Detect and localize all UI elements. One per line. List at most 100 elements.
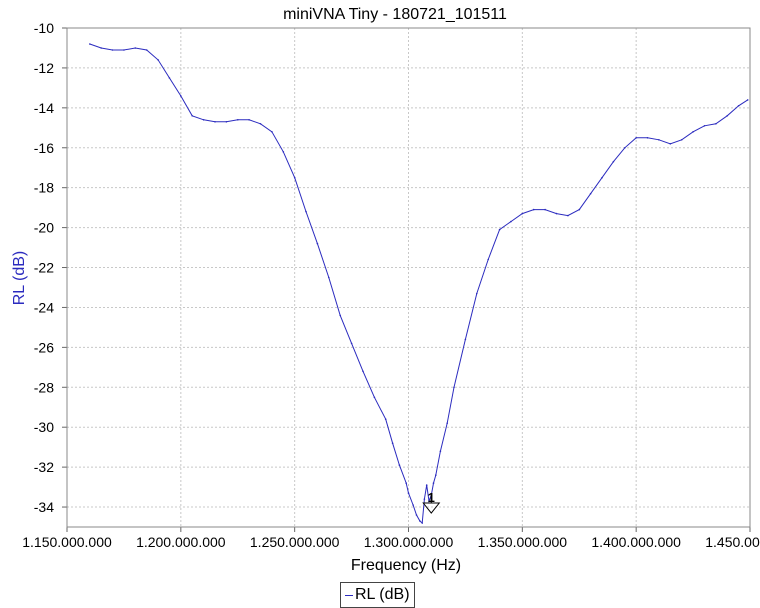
data-point [293, 176, 296, 179]
data-point [157, 59, 159, 61]
legend-swatch [345, 594, 353, 596]
data-point [391, 442, 394, 445]
data-point [423, 498, 426, 500]
data-point [421, 522, 424, 524]
y-tick-label: -18 [34, 180, 54, 196]
data-point [544, 208, 546, 211]
x-tick-label: 1.200.000.000 [136, 534, 226, 550]
data-point [703, 125, 706, 127]
data-point [555, 212, 558, 215]
chart-title: miniVNA Tiny - 180721_101511 [283, 6, 507, 23]
data-point [498, 228, 501, 231]
data-point [715, 123, 717, 125]
data-point [567, 214, 569, 217]
data-point [412, 504, 414, 506]
y-tick-label: -26 [34, 339, 54, 355]
data-point [339, 314, 342, 317]
data-point [415, 514, 418, 516]
data-point [398, 464, 401, 466]
data-point [669, 143, 672, 145]
data-point [532, 208, 535, 211]
data-point [373, 396, 376, 399]
data-point [521, 212, 524, 215]
data-point [446, 422, 449, 425]
data-point [726, 115, 728, 117]
legend-label-rl: RL (dB) [355, 586, 410, 603]
data-point [464, 338, 467, 341]
data-point [407, 492, 410, 494]
y-axis-label: RL (dB) [11, 251, 28, 306]
data-point [432, 482, 435, 484]
marker-label: 1 [428, 490, 435, 505]
y-tick-label: -32 [34, 459, 54, 475]
y-tick-label: -28 [34, 379, 54, 395]
y-tick-label: -22 [34, 260, 54, 276]
tick-layer: 1.150.000.000 1.200.000.000 1.250.000.000 1… [22, 20, 760, 550]
grid-layer [67, 28, 750, 527]
x-tick-label: 1.400.000.000 [591, 534, 681, 550]
data-point [328, 276, 330, 279]
data-point [168, 77, 171, 79]
data-point [746, 99, 749, 101]
data-point [439, 450, 442, 453]
data-point [145, 49, 148, 51]
data-point [425, 484, 428, 486]
legend: RL (dB) [340, 582, 415, 608]
y-tick-label: -20 [34, 220, 54, 236]
y-tick-label: -16 [34, 140, 54, 156]
data-point [111, 49, 114, 51]
y-tick-label: -12 [34, 60, 54, 76]
data-point [271, 131, 273, 133]
data-point [428, 500, 430, 502]
data-point [692, 131, 694, 133]
data-point [646, 137, 649, 139]
data-point [282, 151, 285, 153]
data-point [316, 242, 319, 245]
series-line-rl [89, 43, 748, 525]
data-point [476, 292, 478, 295]
data-point [435, 474, 437, 476]
data-point [214, 121, 216, 123]
data-point [100, 47, 102, 49]
data-point [680, 139, 683, 141]
data-point [180, 95, 182, 97]
data-point [89, 43, 91, 45]
x-tick-label: 1.450.000.000 [705, 534, 760, 550]
data-point [259, 123, 262, 125]
data-point [578, 208, 581, 211]
y-tick-label: -14 [34, 100, 54, 116]
y-tick-label: -30 [34, 419, 54, 435]
x-tick-label: 1.350.000.000 [478, 534, 568, 550]
data-point [350, 342, 353, 345]
y-tick-label: -10 [34, 20, 54, 36]
data-point [612, 160, 615, 163]
marker-layer: 1 [422, 490, 441, 514]
data-point [202, 119, 205, 121]
data-point [123, 49, 125, 51]
marker-triangle [422, 502, 441, 514]
data-point [658, 139, 660, 141]
data-point [305, 210, 307, 213]
x-tick-label: 1.250.000.000 [250, 534, 340, 550]
data-point [453, 386, 455, 389]
series-layer [89, 43, 749, 525]
data-point [737, 105, 740, 107]
y-tick-label: -24 [34, 299, 54, 315]
data-point [419, 520, 421, 522]
data-point [134, 47, 137, 49]
data-point [624, 147, 626, 149]
data-point [589, 192, 592, 195]
plot-area [66, 27, 751, 528]
x-tick-label: 1.300.000.000 [364, 534, 454, 550]
x-axis-label: Frequency (Hz) [351, 557, 461, 574]
data-point [635, 137, 637, 139]
data-point [601, 176, 603, 179]
data-point [248, 119, 250, 121]
data-point [384, 418, 387, 421]
data-point [225, 121, 228, 123]
data-point [405, 482, 408, 484]
data-point [191, 115, 193, 117]
data-point [237, 119, 239, 121]
data-point [487, 258, 490, 261]
